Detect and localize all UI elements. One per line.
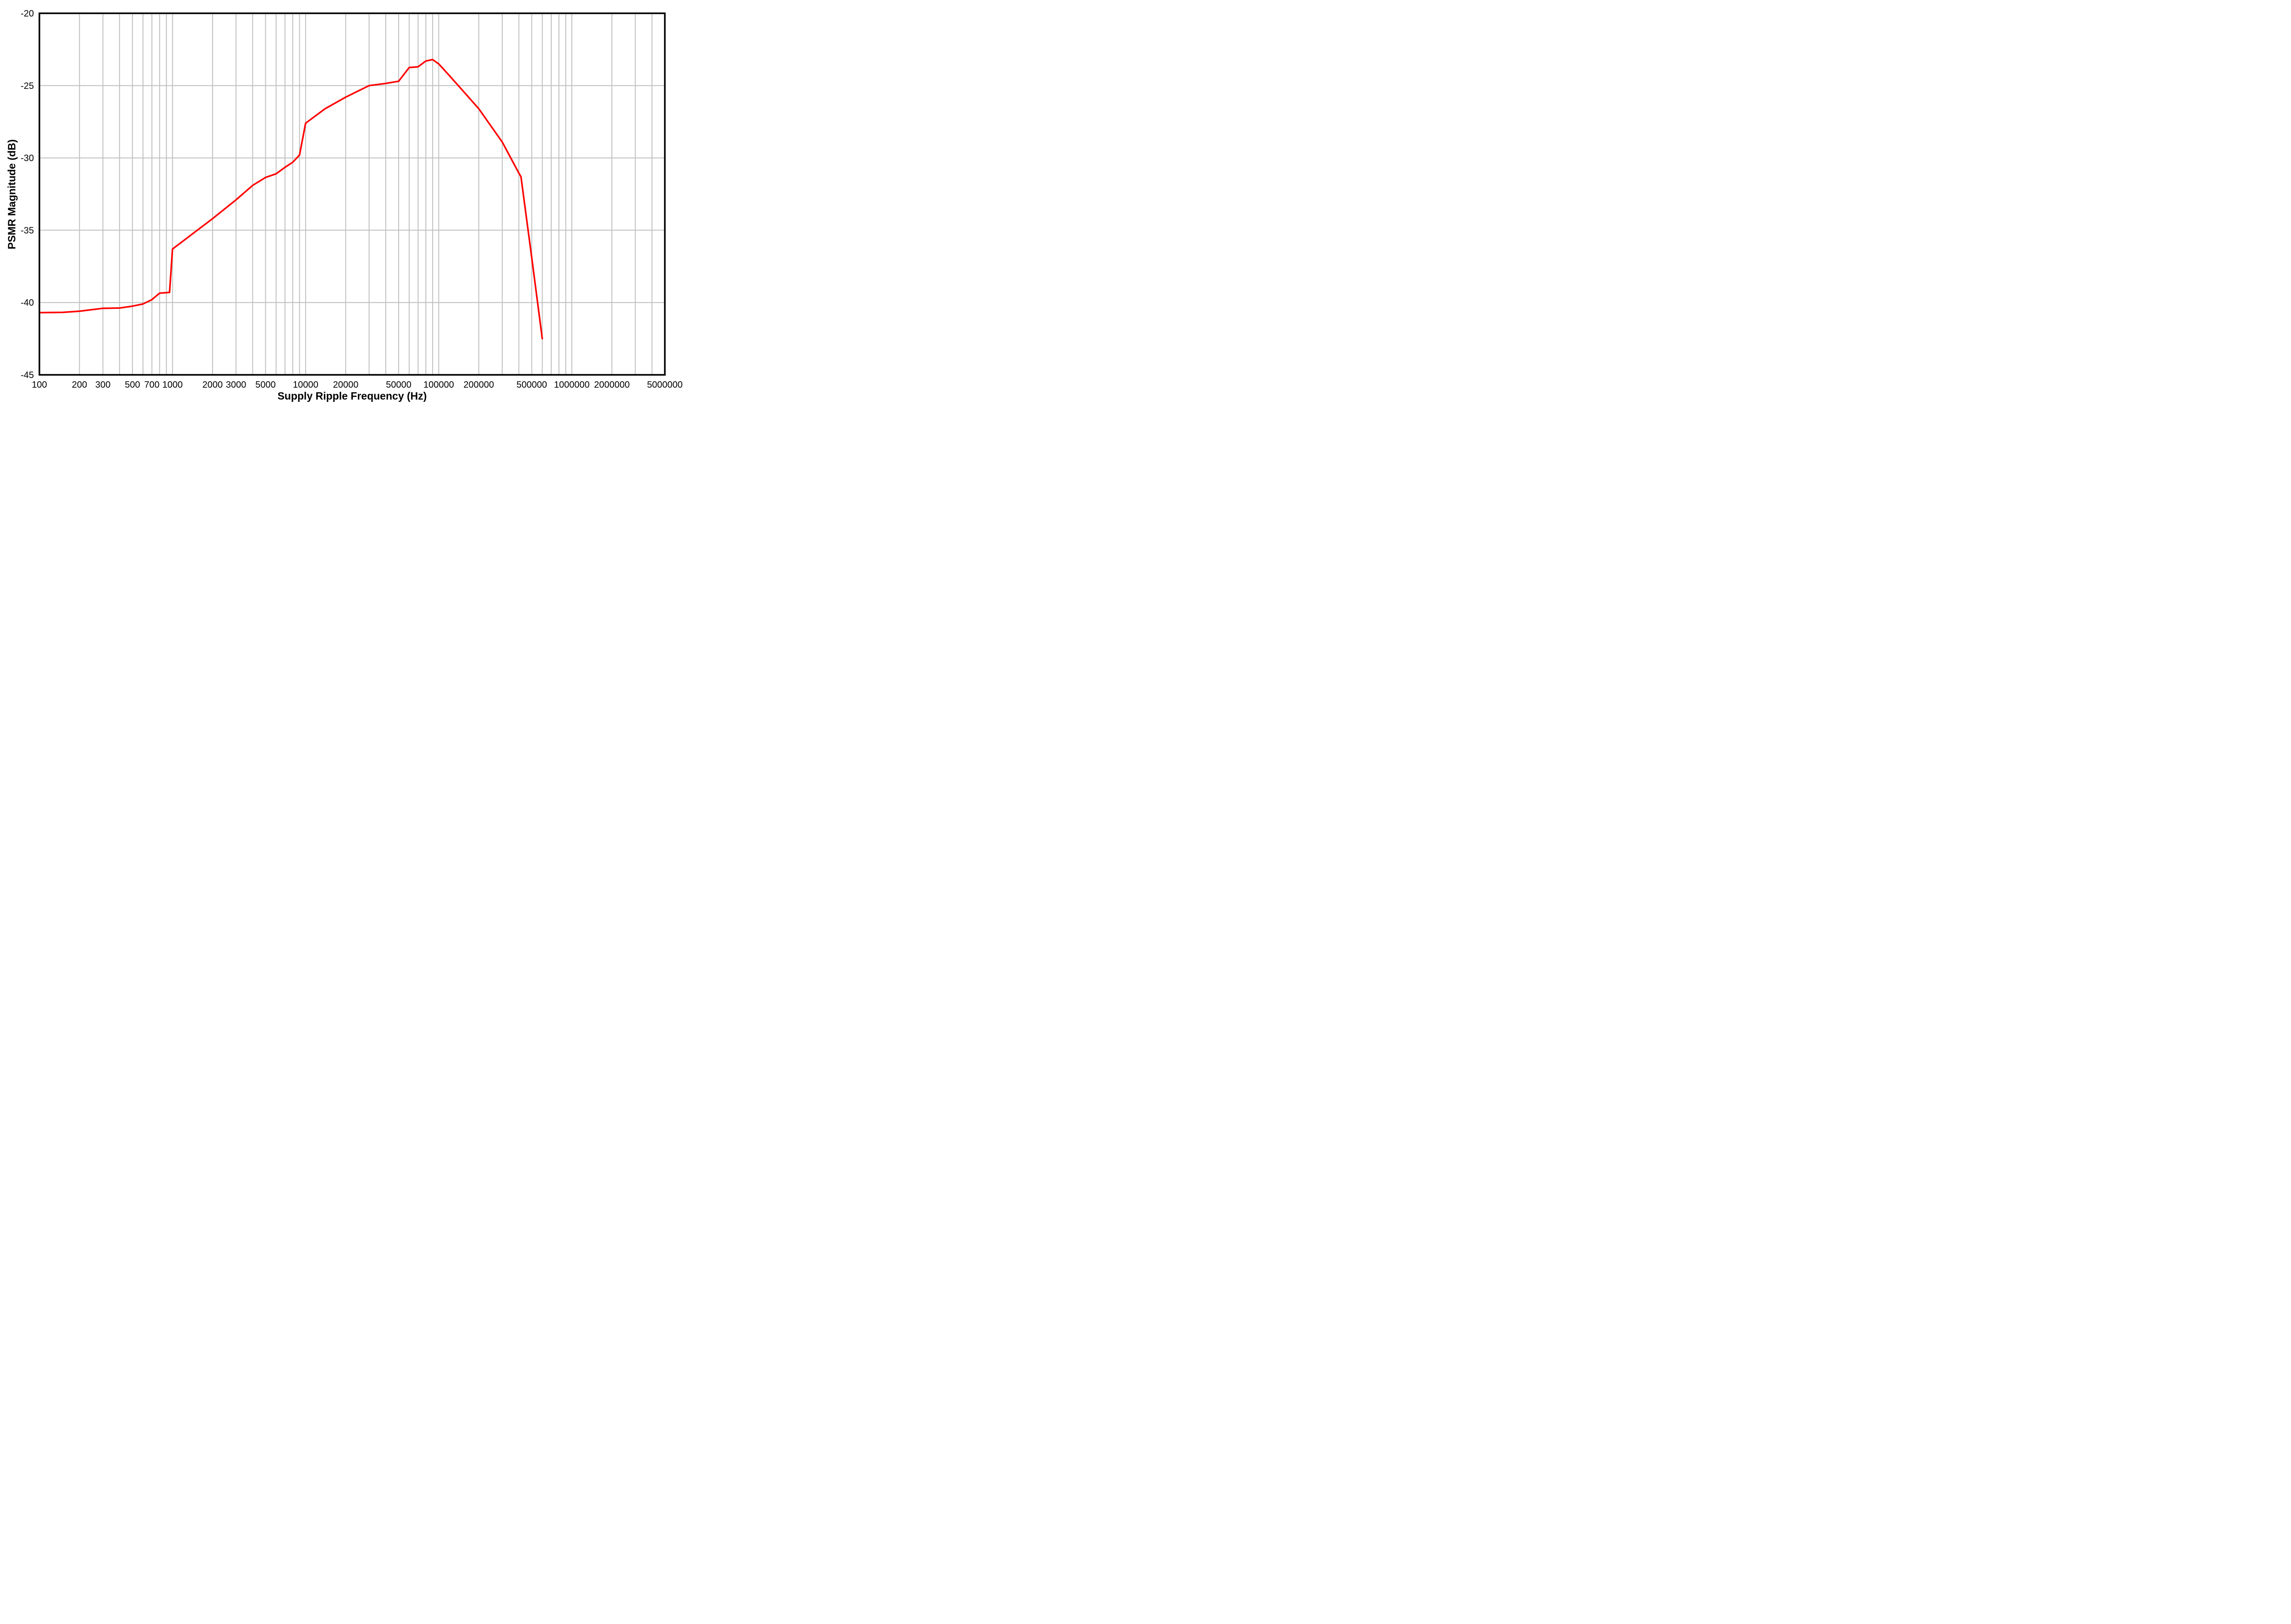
x-tick-label: 2000 — [203, 380, 223, 390]
x-tick-label: 10000 — [293, 380, 318, 390]
grid-lines — [39, 13, 665, 375]
x-tick-label: 1000 — [162, 380, 183, 390]
plot-frame — [38, 12, 666, 376]
x-tick-label: 20000 — [333, 380, 359, 390]
psmr-vs-ripple-frequency-chart: -20 -25 -30 -35 -40 -45 100 200 300 500 700 1000 200… — [0, 0, 683, 406]
x-axis-title: Supply Ripple Frequency (Hz) — [277, 390, 427, 402]
x-tick-label: 2000000 — [594, 380, 630, 390]
x-tick-label: 3000 — [226, 380, 247, 390]
x-tick-label: 100000 — [423, 380, 454, 390]
y-tick-labels: -20 -25 -30 -35 -40 -45 — [21, 9, 34, 380]
x-tick-labels: 100 200 300 500 700 1000 2000 3000 5000 10000 2000… — [32, 380, 683, 390]
x-tick-label: 1000000 — [554, 380, 590, 390]
y-tick-label: -45 — [21, 370, 34, 380]
x-tick-label: 5000 — [255, 380, 276, 390]
x-tick-label: 5000000 — [647, 380, 683, 390]
y-tick-label: -35 — [21, 225, 34, 236]
x-tick-label: 200000 — [464, 380, 494, 390]
x-tick-label: 700 — [144, 380, 159, 390]
y-tick-label: -40 — [21, 298, 34, 308]
x-tick-label: 500 — [125, 380, 140, 390]
x-tick-label: 100 — [32, 380, 47, 390]
psmr-curve — [38, 59, 543, 340]
y-tick-label: -30 — [21, 154, 34, 164]
x-tick-label: 200 — [72, 380, 87, 390]
y-tick-label: -20 — [21, 9, 34, 19]
y-axis-title: PSMR Magnitude (dB) — [5, 139, 18, 250]
x-tick-label: 500000 — [516, 380, 547, 390]
x-tick-label: 300 — [95, 380, 110, 390]
y-tick-label: -25 — [21, 81, 34, 91]
x-tick-label: 50000 — [386, 380, 411, 390]
